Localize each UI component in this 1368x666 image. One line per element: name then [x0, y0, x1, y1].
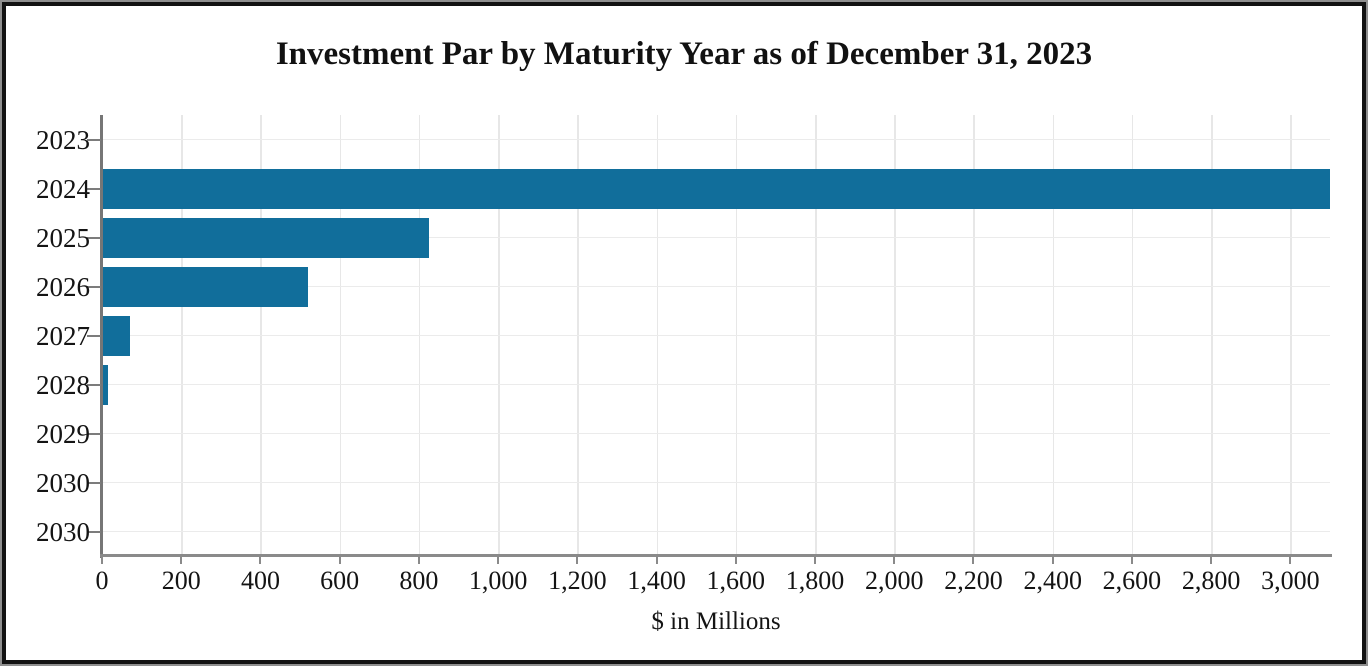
x-tick-mark — [101, 556, 103, 564]
y-tick-label: 2029 — [36, 418, 90, 449]
y-tick-mark — [87, 481, 101, 484]
y-tick-mark — [87, 138, 101, 141]
y-tick-label: 2025 — [36, 222, 90, 253]
x-tick-label: 1,200 — [548, 566, 607, 595]
y-tick-label: 2030 — [36, 516, 90, 547]
y-tick-label: 2024 — [36, 173, 90, 204]
y-tick-label: 2026 — [36, 271, 90, 302]
x-tick-label: 200 — [161, 566, 201, 595]
y-axis-line — [100, 115, 103, 558]
horizontal-gridline — [102, 285, 1330, 288]
x-tick-label: 1,600 — [706, 566, 766, 595]
y-tick-label: 2028 — [36, 369, 90, 400]
x-tick-label: 1,400 — [627, 566, 686, 595]
x-tick-label: 400 — [240, 566, 280, 595]
x-tick-mark — [497, 556, 500, 564]
x-tick-label: 3,000 — [1261, 566, 1320, 595]
x-tick-label: 2,200 — [944, 566, 1003, 595]
x-tick-label: 2,800 — [1181, 566, 1241, 595]
horizontal-gridline — [102, 432, 1330, 435]
x-tick-label: 2,600 — [1102, 566, 1162, 595]
x-tick-label: 1,000 — [468, 566, 528, 595]
x-axis-line — [100, 554, 1332, 557]
y-tick-mark — [87, 530, 101, 533]
horizontal-gridline — [102, 138, 1330, 141]
y-tick-mark — [87, 334, 101, 337]
horizontal-gridline — [102, 481, 1330, 484]
y-tick-label: 2027 — [36, 320, 90, 351]
x-tick-mark — [893, 556, 896, 564]
y-tick-label: 2023 — [36, 124, 90, 155]
x-tick-label: 1,800 — [785, 566, 845, 595]
x-axis-title: $ in Millions — [651, 608, 781, 635]
x-tick-label: 600 — [320, 566, 360, 595]
y-tick-mark — [87, 187, 101, 190]
horizontal-gridline — [102, 383, 1330, 386]
x-tick-mark — [655, 556, 658, 564]
x-tick-mark — [338, 556, 341, 564]
y-tick-mark — [87, 236, 101, 239]
x-tick-mark — [734, 556, 737, 564]
x-tick-mark — [417, 556, 420, 564]
horizontal-gridline — [102, 236, 1330, 239]
bar-2027 — [102, 315, 130, 356]
x-tick-label: 2,400 — [1023, 566, 1082, 595]
x-tick-mark — [1210, 556, 1213, 564]
y-tick-mark — [87, 432, 101, 435]
chart-stage: Investment Par by Maturity Year as of De… — [6, 6, 1362, 660]
y-tick-label: 2030 — [36, 467, 90, 498]
x-tick-mark — [576, 556, 579, 564]
x-tick-mark — [1289, 556, 1292, 564]
y-tick-mark — [87, 383, 101, 386]
y-tick-mark — [87, 285, 101, 288]
x-tick-label: 0 — [95, 566, 109, 595]
horizontal-gridline — [102, 334, 1330, 337]
x-tick-mark — [814, 556, 817, 564]
x-tick-mark — [1051, 556, 1054, 564]
chart-title: Investment Par by Maturity Year as of De… — [275, 36, 1093, 72]
bar-2024 — [102, 168, 1330, 209]
x-tick-mark — [1130, 556, 1133, 564]
horizontal-gridline — [102, 530, 1330, 533]
bar-2028 — [102, 364, 108, 405]
bar-2025 — [102, 217, 429, 258]
x-tick-mark — [972, 556, 975, 564]
x-tick-mark — [259, 556, 262, 564]
x-tick-label: 2,000 — [865, 566, 924, 595]
x-tick-mark — [180, 556, 183, 564]
bar-2026 — [102, 266, 308, 307]
x-tick-label: 800 — [399, 566, 439, 595]
